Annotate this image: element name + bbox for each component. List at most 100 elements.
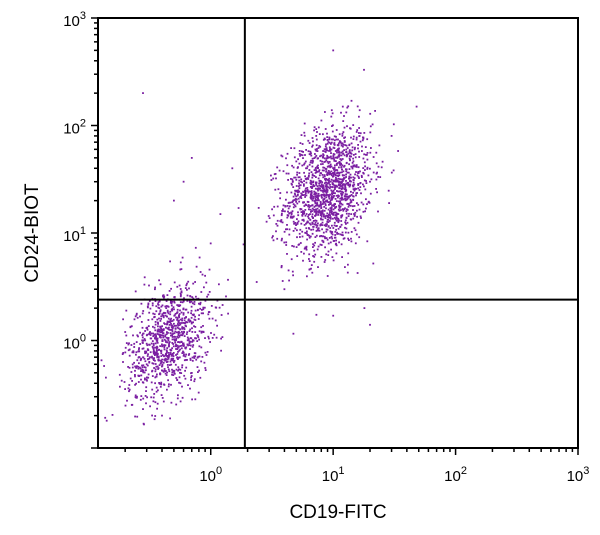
data-point	[311, 173, 314, 176]
data-point	[142, 310, 145, 312]
data-point	[177, 358, 179, 360]
data-point	[143, 366, 146, 368]
data-point	[177, 346, 180, 348]
data-point	[159, 336, 162, 339]
data-point	[324, 194, 327, 197]
data-point	[170, 320, 172, 323]
data-point	[306, 190, 309, 193]
data-point	[208, 268, 211, 271]
data-point	[331, 233, 334, 236]
data-point	[323, 201, 326, 204]
data-point	[298, 172, 301, 174]
data-point	[322, 138, 325, 141]
data-point	[135, 382, 137, 385]
data-point	[306, 234, 309, 236]
data-point	[317, 227, 320, 230]
data-point	[195, 358, 198, 361]
data-point	[340, 185, 342, 188]
data-point	[141, 326, 144, 329]
data-point	[321, 235, 324, 238]
data-point	[314, 156, 317, 159]
data-point	[345, 176, 347, 178]
data-point	[339, 183, 341, 186]
data-point	[156, 330, 159, 333]
data-point	[332, 173, 335, 176]
data-point	[121, 353, 124, 355]
data-point	[174, 312, 177, 315]
data-point	[340, 187, 343, 190]
data-point	[363, 307, 366, 309]
data-point	[137, 367, 140, 370]
data-point	[333, 172, 336, 174]
data-point	[176, 347, 179, 349]
data-point	[163, 348, 166, 351]
data-point	[329, 211, 331, 214]
data-point	[305, 227, 308, 230]
y-tick-label: 101	[63, 225, 86, 245]
data-point	[313, 210, 316, 213]
data-point	[167, 368, 170, 371]
data-point	[324, 203, 327, 205]
data-point	[280, 266, 283, 269]
data-point	[337, 227, 340, 230]
data-point	[159, 329, 162, 332]
data-point	[195, 295, 197, 298]
data-point	[164, 370, 166, 372]
data-point	[390, 171, 393, 174]
data-point	[310, 191, 313, 194]
data-point	[306, 232, 308, 235]
data-point	[124, 346, 127, 349]
data-point	[218, 306, 221, 309]
data-point	[288, 228, 291, 231]
data-point	[291, 164, 293, 167]
data-point	[190, 312, 192, 315]
data-point	[193, 380, 196, 383]
data-point	[161, 369, 163, 372]
data-point	[349, 198, 352, 201]
data-point	[329, 217, 332, 220]
data-point	[323, 206, 326, 208]
data-point	[342, 170, 345, 173]
data-point	[345, 180, 347, 182]
data-point	[169, 319, 172, 321]
data-point	[300, 134, 303, 136]
data-point	[157, 359, 160, 362]
data-point	[328, 182, 330, 184]
data-point	[181, 352, 184, 354]
data-point	[180, 311, 183, 314]
data-point	[135, 312, 138, 315]
data-point	[182, 312, 185, 314]
data-point	[343, 174, 346, 177]
data-point	[165, 336, 168, 339]
data-point	[366, 158, 369, 161]
data-point	[197, 355, 200, 358]
data-point	[340, 197, 342, 200]
data-point	[304, 192, 307, 194]
data-point	[313, 129, 315, 132]
data-point	[105, 419, 108, 422]
data-point	[151, 356, 153, 359]
data-point	[317, 147, 320, 149]
data-point	[183, 317, 186, 319]
data-point	[308, 236, 311, 239]
data-point	[141, 341, 144, 344]
data-point	[295, 246, 298, 248]
data-point	[327, 208, 330, 211]
data-point	[355, 194, 357, 197]
data-point	[369, 112, 372, 115]
data-point	[380, 166, 383, 169]
data-point	[361, 176, 363, 178]
data-point	[314, 197, 317, 200]
data-point	[332, 168, 335, 171]
data-point	[175, 345, 178, 347]
data-point	[348, 157, 351, 160]
data-point	[330, 189, 333, 192]
data-point	[164, 305, 167, 308]
data-point	[349, 158, 351, 161]
data-point	[346, 147, 349, 149]
data-point	[154, 342, 157, 345]
data-point	[303, 184, 305, 187]
data-point	[189, 340, 192, 343]
data-point	[190, 316, 193, 319]
